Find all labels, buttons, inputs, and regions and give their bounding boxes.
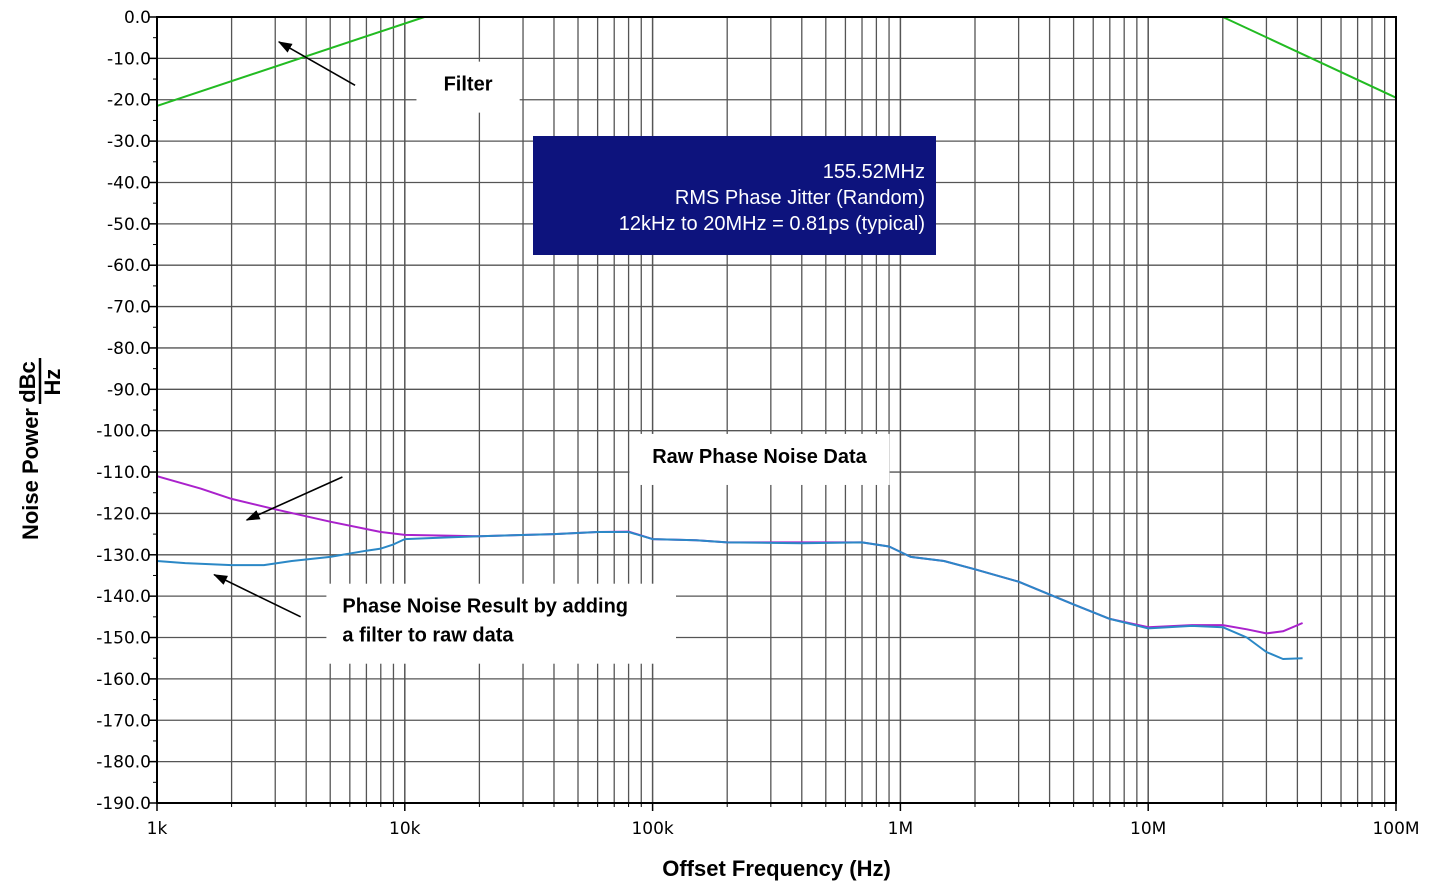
y-tick-label: -170.0 bbox=[96, 711, 151, 731]
y-tick-label: -80.0 bbox=[107, 339, 151, 359]
y-tick-label: -140.0 bbox=[96, 587, 151, 607]
y-tick-label: -180.0 bbox=[96, 753, 151, 773]
x-tick-label: 1M bbox=[888, 819, 913, 839]
y-tick-label: 0.0 bbox=[124, 8, 151, 28]
y-tick-label: -150.0 bbox=[96, 629, 151, 649]
x-axis-label: Offset Frequency (Hz) bbox=[662, 856, 891, 881]
jitter-info-line: 155.52MHz bbox=[823, 161, 925, 183]
plot-frame bbox=[157, 17, 1396, 803]
y-tick-label: -50.0 bbox=[107, 215, 151, 235]
y-tick-label: -190.0 bbox=[96, 794, 151, 814]
x-tick-label: 1k bbox=[147, 819, 168, 839]
jitter-info-line: 12kHz to 20MHz = 0.81ps (typical) bbox=[619, 213, 925, 235]
x-tick-label: 10M bbox=[1130, 819, 1166, 839]
y-tick-label: -70.0 bbox=[107, 298, 151, 318]
y-tick-label: -20.0 bbox=[107, 91, 151, 111]
series-line-0 bbox=[157, 17, 1396, 106]
y-axis-label: Noise Power dBc Hz bbox=[15, 358, 65, 540]
y-tick-label: -30.0 bbox=[107, 132, 151, 152]
y-tick-label: -120.0 bbox=[96, 504, 151, 524]
x-tick-label: 10k bbox=[389, 819, 421, 839]
y-tick-label: -160.0 bbox=[96, 670, 151, 690]
x-tick-label: 100M bbox=[1372, 819, 1419, 839]
x-tick-label: 100k bbox=[631, 819, 673, 839]
annotation-arrow bbox=[279, 42, 355, 85]
y-tick-label: -90.0 bbox=[107, 380, 151, 400]
y-tick-label: -130.0 bbox=[96, 546, 151, 566]
y-axis-unit-denominator: Hz bbox=[40, 369, 65, 396]
y-axis-unit-numerator: dBc bbox=[15, 361, 40, 403]
y-tick-label: -100.0 bbox=[96, 422, 151, 442]
annotation-label: Raw Phase Noise Data bbox=[652, 446, 867, 468]
y-axis-label-prefix: Noise Power bbox=[18, 408, 43, 540]
y-tick-label: -40.0 bbox=[107, 173, 151, 193]
jitter-info-line: RMS Phase Jitter (Random) bbox=[675, 187, 925, 209]
annotation-label: Filter bbox=[444, 74, 493, 96]
annotation-label: a filter to raw data bbox=[342, 625, 514, 647]
y-tick-label: -10.0 bbox=[107, 49, 151, 69]
y-tick-label: -110.0 bbox=[96, 463, 151, 483]
annotation-label: Phase Noise Result by adding bbox=[342, 596, 628, 618]
y-tick-label: -60.0 bbox=[107, 256, 151, 276]
